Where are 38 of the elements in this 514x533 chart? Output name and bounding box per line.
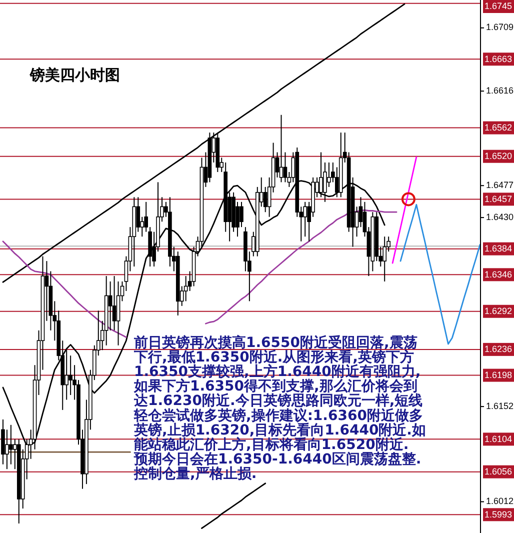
ref-line-label: 1.6384 — [484, 244, 512, 254]
y-tick-label: 1.6430 — [486, 212, 514, 222]
candlestick — [382, 236, 387, 282]
annotation: 前日英镑再次摸高1.6550附近受阻回落,震荡 — [133, 334, 418, 351]
line-series — [392, 156, 418, 264]
ref-line-label: 1.6745 — [484, 1, 512, 12]
candlestick — [236, 201, 240, 238]
candlestick — [240, 201, 244, 228]
ref-line-label: 1.6457 — [484, 194, 512, 204]
annotation: 达1.6230附近.今日英镑思路同欧元一样,短线 — [133, 392, 423, 410]
y-tick-label: 1.6477 — [486, 180, 514, 190]
y-tick-label: 1.6012 — [486, 496, 514, 506]
candlestick — [279, 114, 284, 183]
candlestick — [112, 276, 116, 331]
ref-line-label: 1.6520 — [484, 151, 512, 162]
ref-line-label: 1.6292 — [484, 306, 512, 316]
ref-line-label: 1.6562 — [484, 122, 512, 132]
annotation: 轻仓尝试做多英镑,操作建议:1.6360附近做多 — [133, 406, 423, 424]
annotation: 英镑,止损1.6320,目标先看向1.6440附近.如 — [133, 421, 426, 438]
y-tick-label: 1.6709 — [486, 22, 514, 32]
ref-line-label: 1.6104 — [484, 434, 512, 444]
candlestick — [9, 424, 13, 465]
candlestick — [303, 201, 308, 238]
ref-line-label: 1.6236 — [484, 344, 512, 354]
ref-line-label: 1.6198 — [484, 370, 512, 380]
ref-line-label: 1.6056 — [484, 466, 512, 476]
text: 镑美四小时图 — [29, 66, 120, 84]
y-tick-label: 1.6616 — [486, 85, 514, 96]
ref-line-label: 1.6346 — [484, 269, 512, 280]
line-series — [201, 482, 266, 529]
candlestick — [283, 152, 288, 183]
candlestick — [184, 276, 188, 302]
candlestick — [108, 280, 112, 331]
ref-line-label: 1.5993 — [484, 509, 512, 520]
y-tick-label: 1.6152 — [486, 400, 514, 411]
ref-line-label: 1.6663 — [484, 54, 512, 64]
candlestick — [64, 350, 68, 400]
candlestick — [5, 429, 9, 470]
